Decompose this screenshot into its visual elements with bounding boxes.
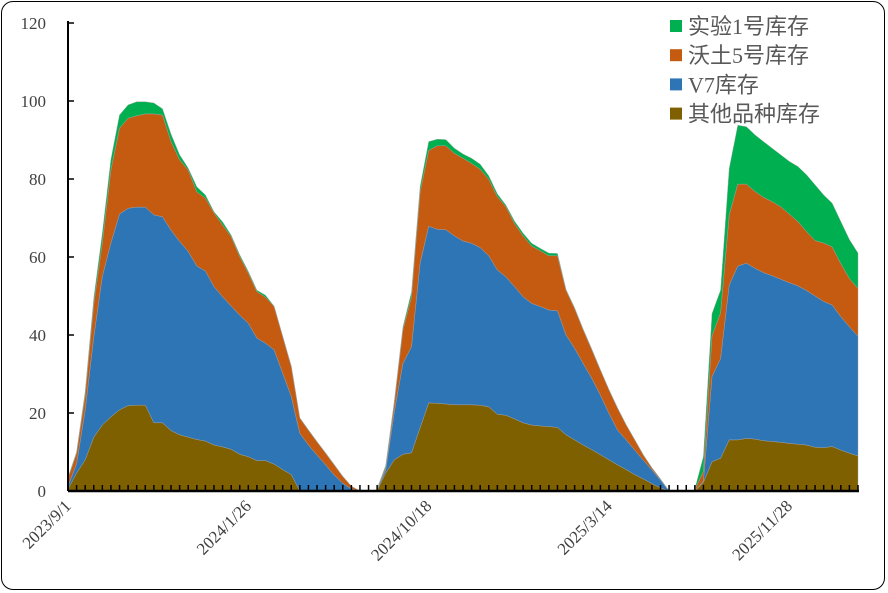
x-tick-label: 2024/10/18 (367, 496, 435, 564)
legend-label: 其他品种库存 (688, 102, 820, 127)
legend-swatch (670, 107, 682, 120)
y-tick-label: 100 (21, 92, 47, 111)
legend-label: 沃土5号库存 (688, 43, 809, 68)
axes (67, 21, 859, 493)
x-tick-label: 2025/11/28 (728, 496, 796, 564)
y-tick-label: 120 (21, 14, 47, 33)
legend-swatch (670, 78, 682, 91)
area-layers (67, 101, 859, 492)
x-tick-label: 2023/9/1 (19, 496, 75, 552)
legend-swatch (670, 20, 682, 32)
legend-label: V7库存 (688, 72, 759, 97)
y-tick-label: 80 (29, 170, 46, 189)
y-tick-label: 40 (29, 326, 46, 345)
y-tick-labels: 0 20 40 60 80 100 120 (21, 14, 47, 501)
x-tick-label: 2024/1/26 (193, 496, 255, 558)
area-series-3 (67, 101, 859, 492)
x-tick-labels: 2023/9/1 2024/1/26 2024/10/18 2025/3/14 2025… (19, 496, 796, 565)
x-tick-label: 2025/3/14 (554, 496, 617, 559)
y-tick-label: 60 (29, 248, 46, 267)
legend-swatch (670, 49, 682, 62)
y-tick-label: 0 (38, 482, 47, 501)
y-tick-label: 20 (29, 404, 46, 423)
legend-label: 实验1号库存 (688, 14, 809, 39)
